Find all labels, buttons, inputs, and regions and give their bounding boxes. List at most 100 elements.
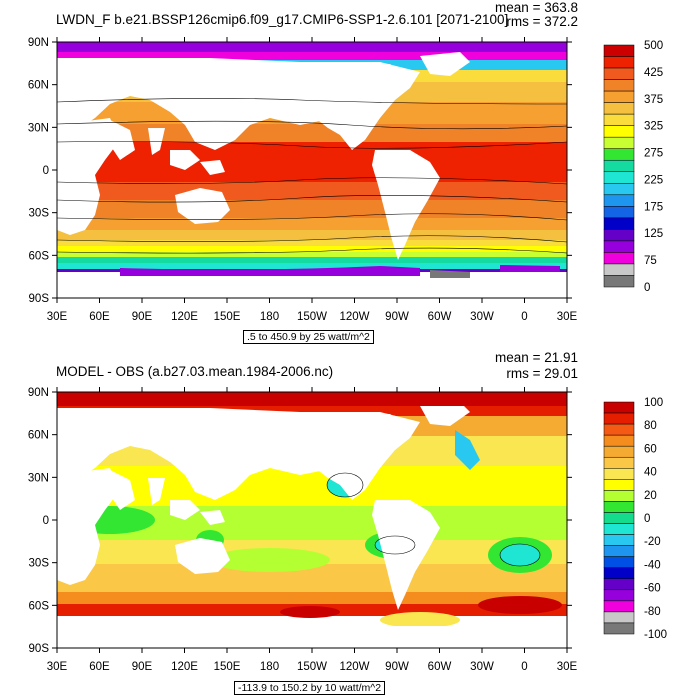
panel1-colorbar-swatch xyxy=(603,125,635,138)
panel1-colorbar-label: 225 xyxy=(644,174,663,186)
panel2-colorbar-label: 80 xyxy=(644,420,657,432)
panel2-colorbar-swatch xyxy=(603,556,635,568)
panel2-lon-label: 120W xyxy=(339,661,369,673)
panel2-colorbar-label: 40 xyxy=(644,467,657,479)
panel1-colorbar-swatch xyxy=(603,206,635,219)
panel1-colorbar-label: 125 xyxy=(644,228,663,240)
panel1-colorbar-label: 175 xyxy=(644,201,663,213)
panel1-colorbar-swatch xyxy=(603,159,635,173)
panel2-map xyxy=(57,392,567,648)
panel1-colorbar-swatch xyxy=(603,275,635,288)
panel1-lon-label: 0 xyxy=(521,311,527,323)
panel1-colorbar-swatch xyxy=(603,183,635,196)
panel1-colorbar-swatch xyxy=(603,171,635,184)
panel2-colorbar-label: -80 xyxy=(644,606,661,618)
panel1-lat-label: 60N xyxy=(28,80,49,92)
panel2-lon-label: 30E xyxy=(557,661,578,673)
panel1-lon-label: 60E xyxy=(89,311,110,323)
panel2-colorbar-swatch xyxy=(603,567,635,580)
panel2-lon-label: 120E xyxy=(171,661,198,673)
panel2-colorbar-swatch xyxy=(603,445,635,458)
panel1-colorbar-label: 75 xyxy=(644,255,657,267)
panel1-colorbar-swatch xyxy=(603,113,635,126)
panel2-lon-label: 150E xyxy=(214,661,241,673)
panel1-lat-label: 90N xyxy=(28,37,49,49)
panel2-colorbar-swatch xyxy=(603,501,635,513)
panel1-lat-label: 30S xyxy=(29,208,50,220)
panel2-axes: 90N 60N 30N 0 30S 60S 90S 30E 60E 90E 120E 150E 180 1… xyxy=(28,387,578,673)
panel2-colorbar-label: 0 xyxy=(644,513,650,525)
panel2-lon-label: 60E xyxy=(89,661,110,673)
panel2-contour-note: -113.9 to 150.2 by 10 watt/m^2 xyxy=(234,681,386,695)
panel1-colorbar-swatch xyxy=(603,79,635,92)
panel1-contour-note: .5 to 450.9 by 25 watt/m^2 xyxy=(243,330,374,344)
panel1-colorbar-swatch xyxy=(603,229,635,242)
panel2-rms: rms = 29.01 xyxy=(506,366,578,381)
panel1-colorbar-label: 500 xyxy=(644,40,663,52)
panel2-colorbar-swatch xyxy=(603,434,635,447)
panel2-colorbar-swatch xyxy=(603,456,635,469)
panel1-lon-label: 60W xyxy=(428,311,452,323)
panel1-colorbar-swatch xyxy=(603,102,635,115)
panel2-colorbar-swatch xyxy=(603,512,635,524)
panel1-lat-label: 0 xyxy=(43,165,49,177)
panel1-lon-label: 120E xyxy=(171,311,198,323)
panel2-lat-label: 30N xyxy=(28,472,49,484)
panel2-colorbar-label: -60 xyxy=(644,583,661,595)
panel2-colorbar-swatch xyxy=(603,401,635,414)
panel1-colorbar-swatch xyxy=(603,136,635,149)
panel2-lon-label: 90E xyxy=(132,661,153,673)
panel1-colorbar-swatch xyxy=(603,194,635,207)
panel2-lat-label: 0 xyxy=(43,515,49,527)
panel1-lon-label: 90E xyxy=(132,311,153,323)
panel1-lon-label: 180 xyxy=(260,311,279,323)
panel1-rms: rms = 372.2 xyxy=(506,14,578,29)
panel2-colorbar-swatch xyxy=(603,523,635,535)
panel1-lon-label: 30W xyxy=(470,311,494,323)
panel1-colorbar-label: 375 xyxy=(644,94,663,106)
panel2-colorbar-swatch xyxy=(603,412,635,425)
panel2-lon-label: 90W xyxy=(385,661,409,673)
panel2-lon-label: 30E xyxy=(47,661,68,673)
panel1-lon-label: 90W xyxy=(385,311,409,323)
panel1-colorbar-swatch xyxy=(603,56,635,69)
panel1-colorbar-label: 0 xyxy=(644,282,650,294)
panel2-colorbar: 100 80 60 40 20 0 -20 -40 -60 -80 -100 xyxy=(603,397,667,641)
panel2-lon-label: 150W xyxy=(297,661,327,673)
panel1-colorbar: 500 425 375 325 275 225 175 125 75 0 xyxy=(603,40,663,294)
panel1-map xyxy=(57,42,567,298)
panel2-colorbar-label: 20 xyxy=(644,490,657,502)
panel2-colorbar-swatch xyxy=(603,589,635,602)
panel1-lon-label: 30E xyxy=(47,311,68,323)
panel1-mean: mean = 363.8 xyxy=(495,0,578,15)
panel2-colorbar-swatch xyxy=(603,490,635,502)
panel2-lon-label: 60W xyxy=(428,661,452,673)
panel2-colorbar-label: -20 xyxy=(644,536,661,548)
panel2-lon-label: 30W xyxy=(470,661,494,673)
panel2-colorbar-swatch xyxy=(603,611,635,624)
panel1-lon-label: 30E xyxy=(557,311,578,323)
panel1-lat-label: 90S xyxy=(29,293,50,305)
panel2-mean: mean = 21.91 xyxy=(495,350,578,365)
panel2-lat-label: 90S xyxy=(29,643,50,655)
panel2-colorbar-label: 60 xyxy=(644,443,657,455)
panel1-lat-label: 30N xyxy=(28,122,49,134)
panel1-lat-label: 60S xyxy=(29,250,50,262)
panel1-lon-label: 120W xyxy=(339,311,369,323)
panel2-colorbar-label: -40 xyxy=(644,559,661,571)
panel2-colorbar-swatch xyxy=(603,545,635,557)
panel1-axes: 90N 60N 30N 0 30S 60S 90S 30E 60E 90E 120E 150E 180 1… xyxy=(28,37,578,323)
panel2-colorbar-swatch xyxy=(603,423,635,436)
panel1-colorbar-swatch xyxy=(603,148,635,161)
panel2-title: MODEL - OBS (a.b27.03.mean.1984-2006.nc) xyxy=(56,364,334,379)
panel1-colorbar-swatch xyxy=(603,217,635,230)
panel2-colorbar-swatch xyxy=(603,622,635,635)
panel2-colorbar-swatch xyxy=(603,534,635,546)
panel2-lat-label: 60N xyxy=(28,430,49,442)
panel1-lon-label: 150E xyxy=(214,311,241,323)
panel1-colorbar-label: 275 xyxy=(644,148,663,160)
panel2-colorbar-swatch xyxy=(603,468,635,480)
panel2-colorbar-swatch xyxy=(603,578,635,591)
panel1-lon-label: 150W xyxy=(297,311,327,323)
